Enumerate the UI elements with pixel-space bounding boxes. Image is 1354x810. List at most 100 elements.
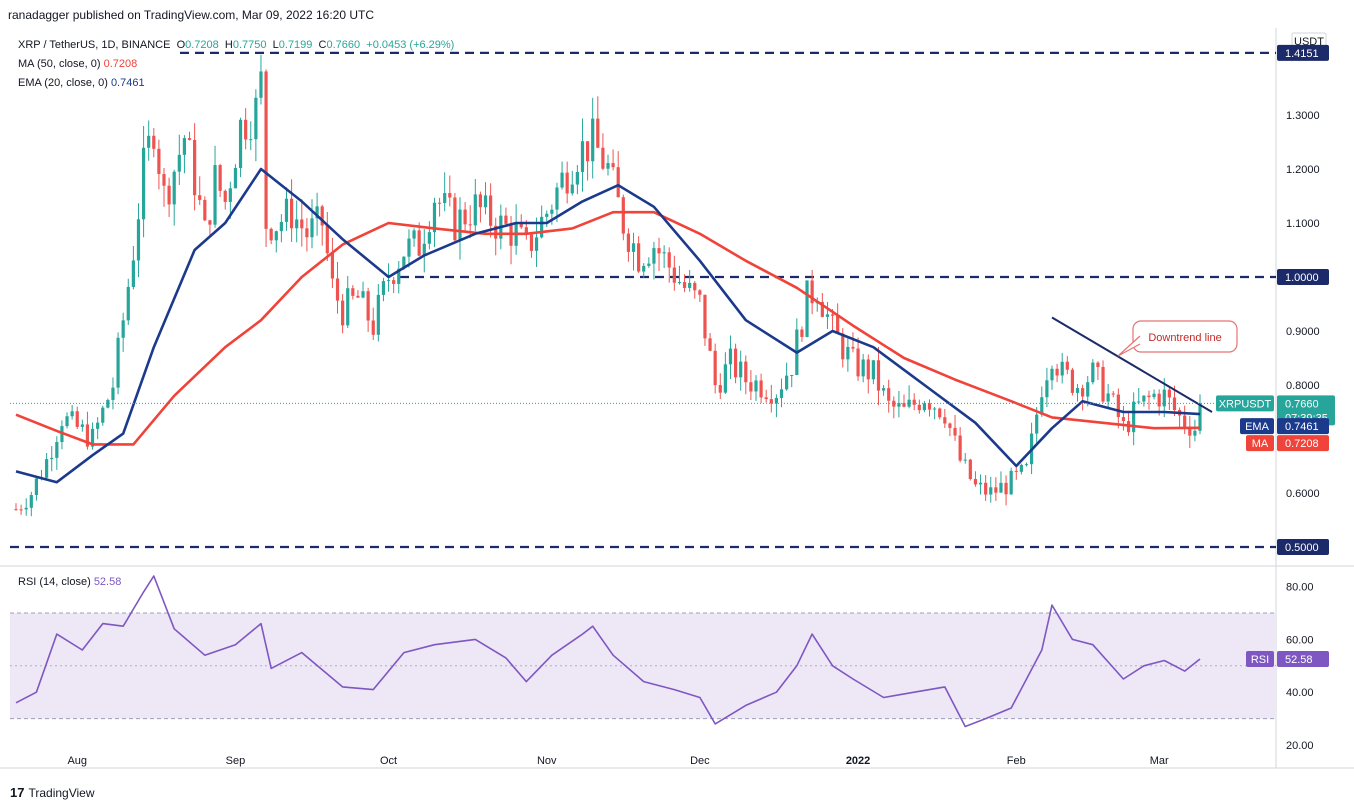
candle-body bbox=[728, 348, 733, 365]
candle-body bbox=[1024, 464, 1029, 466]
candle-body bbox=[407, 238, 411, 257]
candle-body bbox=[779, 389, 784, 398]
candle-body bbox=[392, 280, 396, 284]
candle-body bbox=[948, 423, 952, 428]
candle-body bbox=[422, 243, 426, 256]
candle-body bbox=[989, 487, 993, 495]
candle-body bbox=[871, 360, 875, 380]
candle-body bbox=[325, 225, 329, 254]
candle-body bbox=[585, 141, 590, 162]
candle-body bbox=[55, 442, 59, 458]
candle-body bbox=[172, 171, 176, 205]
tradingview-brand[interactable]: 17 TradingView bbox=[10, 785, 95, 800]
candle-body bbox=[688, 282, 692, 288]
candle-body bbox=[575, 171, 579, 185]
candle-body bbox=[111, 387, 115, 400]
candle-body bbox=[126, 286, 130, 321]
rsi-legend-label[interactable]: RSI (14, close) bbox=[18, 576, 91, 588]
candle-body bbox=[356, 295, 360, 298]
low-label: L bbox=[272, 39, 279, 51]
candle-body bbox=[978, 482, 983, 485]
candle-body bbox=[999, 482, 1003, 493]
candle-body bbox=[315, 206, 319, 219]
annotation-box bbox=[1132, 320, 1238, 353]
rsi-value-tag bbox=[1277, 650, 1329, 667]
candle-body bbox=[892, 400, 896, 407]
candle-body bbox=[887, 388, 891, 401]
candle-body bbox=[1055, 368, 1059, 376]
downtrend-annotation[interactable]: Downtrend line bbox=[1117, 320, 1238, 357]
candle-body bbox=[269, 228, 273, 241]
brand-name: TradingView bbox=[28, 785, 95, 800]
annotation-text: Downtrend line bbox=[1148, 332, 1221, 344]
candle-body bbox=[14, 509, 18, 511]
candle-body bbox=[116, 337, 120, 388]
candle-body bbox=[121, 320, 125, 338]
level-tag bbox=[1277, 539, 1329, 555]
candle-body bbox=[805, 280, 809, 337]
ma-line bbox=[15, 210, 1201, 446]
candle-body bbox=[1142, 395, 1146, 402]
candle-body bbox=[733, 348, 738, 378]
level-tag-label: 1.4151 bbox=[1285, 48, 1319, 60]
rsi-legend-value: 52.58 bbox=[93, 576, 122, 588]
candle-body bbox=[713, 350, 717, 386]
candle-body bbox=[902, 403, 906, 407]
candle-body bbox=[24, 507, 28, 510]
change-value: +0.0453 (+6.29%) bbox=[366, 39, 455, 51]
candle-body bbox=[50, 457, 54, 460]
candle-body bbox=[366, 291, 370, 321]
candle-body bbox=[152, 135, 156, 149]
candle-body bbox=[682, 282, 687, 288]
candle-body bbox=[147, 135, 151, 148]
candle-body bbox=[769, 399, 773, 404]
candle-body bbox=[631, 243, 636, 252]
candle-body bbox=[320, 206, 324, 226]
candle-body bbox=[208, 220, 212, 225]
candle-body bbox=[330, 253, 335, 279]
ma-legend-label[interactable]: MA (50, close, 0) bbox=[18, 58, 101, 70]
rsi-legend: RSI (14, close) 52.58 bbox=[18, 576, 121, 588]
candle-body bbox=[555, 187, 559, 210]
candle-body bbox=[1060, 361, 1064, 376]
symbol-title[interactable]: XRP / TetherUS, 1D, BINANCE bbox=[18, 39, 171, 51]
candle-body bbox=[519, 223, 523, 228]
price-tick-label: 0.9000 bbox=[1286, 326, 1320, 338]
candle-body bbox=[1198, 403, 1202, 431]
candle-body bbox=[1019, 464, 1023, 472]
ema-value-label: 0.7461 bbox=[1285, 421, 1319, 433]
candle-body bbox=[468, 224, 472, 226]
candle-body bbox=[866, 359, 870, 380]
candle-body bbox=[157, 148, 161, 174]
rsi-tick-label: 80.00 bbox=[1286, 582, 1314, 594]
candle-body bbox=[45, 459, 49, 478]
candle-body bbox=[295, 219, 299, 229]
candle-body bbox=[912, 399, 916, 405]
candle-body bbox=[1075, 388, 1080, 393]
candle-body bbox=[1188, 426, 1192, 436]
ema-tag bbox=[1240, 418, 1274, 435]
candle-body bbox=[708, 338, 712, 351]
candle-body bbox=[453, 197, 457, 241]
candle-body bbox=[943, 417, 947, 424]
candle-body bbox=[458, 209, 462, 241]
candle-body bbox=[667, 252, 671, 268]
publisher-header: ranadagger published on TradingView.com,… bbox=[8, 8, 375, 22]
candle-body bbox=[397, 268, 401, 284]
ema-legend-label[interactable]: EMA (20, close, 0) bbox=[18, 77, 108, 89]
candle-body bbox=[361, 291, 365, 298]
time-axis-label: Dec bbox=[690, 755, 710, 767]
candle-body bbox=[984, 482, 988, 495]
candle-body bbox=[922, 403, 927, 411]
candle-body bbox=[994, 487, 998, 493]
candle-body bbox=[754, 380, 758, 392]
candle-body bbox=[34, 478, 39, 496]
candle-body bbox=[611, 163, 615, 168]
candle-body bbox=[376, 294, 380, 335]
candle-body bbox=[254, 97, 258, 140]
candle-body bbox=[187, 138, 192, 140]
chart-legend: XRP / TetherUS, 1D, BINANCE O0.7208 H0.7… bbox=[18, 36, 454, 93]
candle-body bbox=[443, 193, 447, 204]
candle-body bbox=[381, 281, 386, 295]
